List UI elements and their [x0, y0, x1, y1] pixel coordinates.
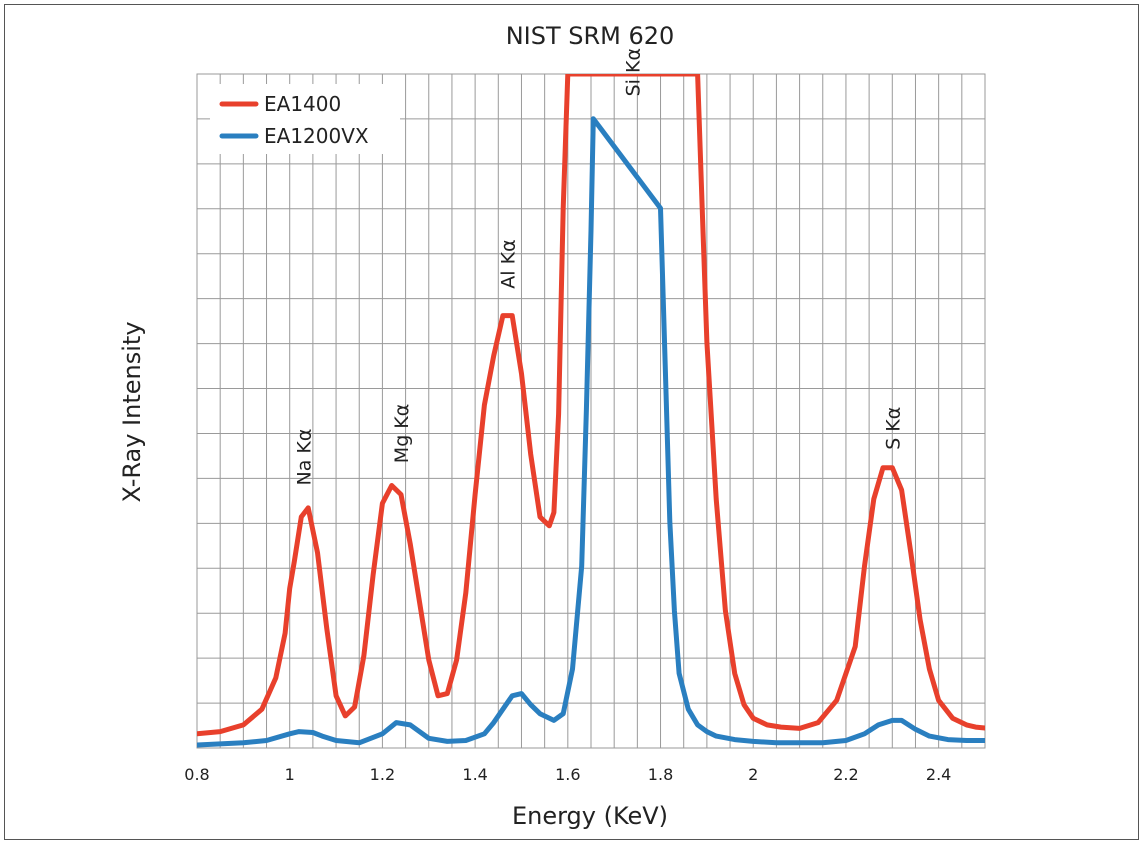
x-tick-label: 0.8 — [184, 765, 209, 784]
annotation-layer: Na Kα Mg Kα Al Kα Si Kα S Kα — [294, 48, 905, 485]
peak-label: Al Kα — [498, 239, 520, 288]
chart-frame — [4, 4, 1139, 840]
legend-label: EA1400 — [264, 92, 341, 116]
chart-title: NIST SRM 620 — [506, 22, 675, 50]
x-axis-ticks: 0.8 1 1.2 1.4 1.6 1.8 2 2.2 2.4 — [184, 765, 951, 784]
x-tick-label: 1.6 — [555, 765, 580, 784]
series-layer — [197, 74, 985, 748]
x-tick-label: 1.2 — [370, 765, 395, 784]
x-tick-label: 1.8 — [648, 765, 673, 784]
series-line-ea1400 — [197, 74, 985, 737]
peak-label: Mg Kα — [391, 404, 413, 463]
x-tick-label: 1 — [285, 765, 295, 784]
series-line-ea1200vx — [197, 116, 985, 748]
peak-label: Si Kα — [623, 48, 645, 96]
peak-label: S Kα — [882, 407, 904, 450]
x-tick-label: 2.2 — [833, 765, 858, 784]
peak-label: Na Kα — [294, 429, 316, 486]
legend-label: EA1200VX — [264, 124, 369, 148]
x-tick-label: 2 — [748, 765, 758, 784]
legend-box — [210, 84, 400, 154]
x-tick-label: 1.4 — [462, 765, 487, 784]
x-axis-label: Energy (KeV) — [512, 802, 668, 830]
x-tick-label: 2.4 — [926, 765, 951, 784]
legend: EA1400 EA1200VX — [219, 92, 369, 148]
y-axis-label: X-Ray Intensity — [118, 321, 146, 502]
